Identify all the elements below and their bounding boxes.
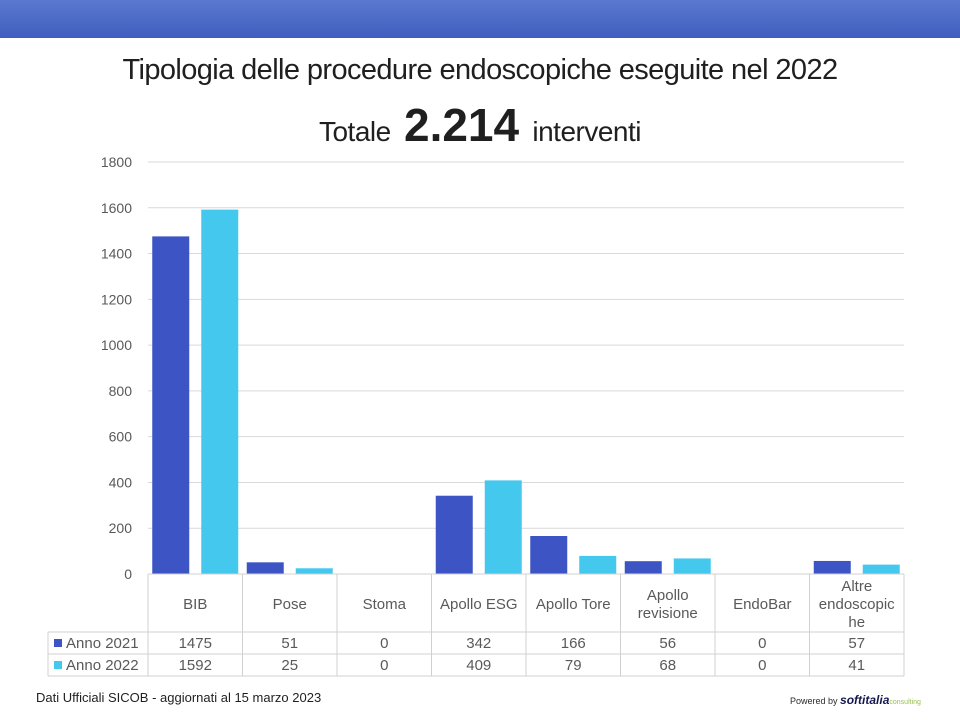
category-label: EndoBar — [733, 596, 791, 613]
data-value-label: 25 — [281, 657, 298, 674]
data-value-label: 1592 — [179, 657, 212, 674]
data-value-label: 0 — [380, 635, 388, 652]
y-tick-label: 1200 — [101, 291, 132, 307]
chart-subtitle: Totale 2.214 interventi — [0, 98, 960, 152]
subtitle-prefix: Totale — [318, 116, 391, 147]
legend-swatch — [54, 661, 62, 669]
y-tick-label: 1000 — [101, 337, 132, 353]
data-value-label: 166 — [561, 635, 586, 652]
bar-anno-2022 — [295, 568, 333, 574]
data-value-label: 0 — [380, 657, 388, 674]
legend-label: Anno 2021 — [66, 635, 139, 652]
legend-label: Anno 2022 — [66, 657, 139, 674]
brand-name: softitalia — [840, 693, 890, 707]
data-value-label: 56 — [659, 635, 676, 652]
bar-anno-2021 — [624, 561, 662, 574]
bar-anno-2022 — [579, 555, 617, 574]
data-value-label: 79 — [565, 657, 582, 674]
bar-anno-2022 — [484, 480, 522, 574]
category-label: Stoma — [363, 596, 407, 613]
data-value-label: 41 — [848, 657, 865, 674]
data-value-label: 409 — [466, 657, 491, 674]
legend-swatch — [54, 639, 62, 647]
data-value-label: 68 — [659, 657, 676, 674]
total-interventions: 2.214 — [403, 99, 520, 151]
chart-title: Tipologia delle procedure endoscopiche e… — [122, 54, 838, 86]
bar-anno-2021 — [813, 560, 851, 574]
bar-anno-2021 — [246, 562, 284, 574]
powered-by-text: Powered by — [790, 696, 838, 706]
bar-anno-2022 — [862, 564, 900, 574]
bar-anno-2022 — [673, 558, 711, 574]
top-banner — [0, 0, 960, 38]
y-tick-label: 600 — [109, 429, 133, 445]
powered-by-logo: Powered by softitaliaconsulting — [790, 693, 921, 707]
category-label: revisione — [638, 605, 698, 622]
data-value-label: 51 — [281, 635, 298, 652]
y-tick-label: 800 — [109, 383, 133, 399]
bar-anno-2021 — [435, 495, 473, 574]
y-tick-label: 1600 — [101, 200, 132, 216]
y-tick-label: 0 — [124, 566, 132, 582]
bar-anno-2022 — [201, 209, 239, 574]
category-label: endoscopic — [819, 596, 895, 613]
category-label: Apollo Tore — [536, 596, 611, 613]
data-value-label: 57 — [848, 635, 865, 652]
y-tick-label: 200 — [109, 520, 133, 536]
category-label: Apollo ESG — [440, 596, 518, 613]
data-value-label: 0 — [758, 657, 766, 674]
y-tick-label: 400 — [109, 474, 133, 490]
category-label: he — [848, 614, 865, 631]
data-value-label: 342 — [466, 635, 491, 652]
bar-anno-2021 — [530, 536, 568, 574]
category-label: Altre — [841, 578, 872, 595]
data-value-label: 0 — [758, 635, 766, 652]
y-tick-label: 1800 — [101, 154, 132, 170]
source-note: Dati Ufficiali SICOB - aggiornati al 15 … — [36, 690, 322, 705]
category-label: Pose — [273, 596, 307, 613]
category-label: BIB — [183, 596, 207, 613]
subtitle-suffix: interventi — [532, 116, 642, 147]
brand-suffix: consulting — [889, 699, 921, 706]
category-label: Apollo — [647, 587, 689, 604]
y-tick-label: 1400 — [101, 246, 132, 262]
data-value-label: 1475 — [179, 635, 212, 652]
bar-anno-2021 — [152, 236, 190, 574]
